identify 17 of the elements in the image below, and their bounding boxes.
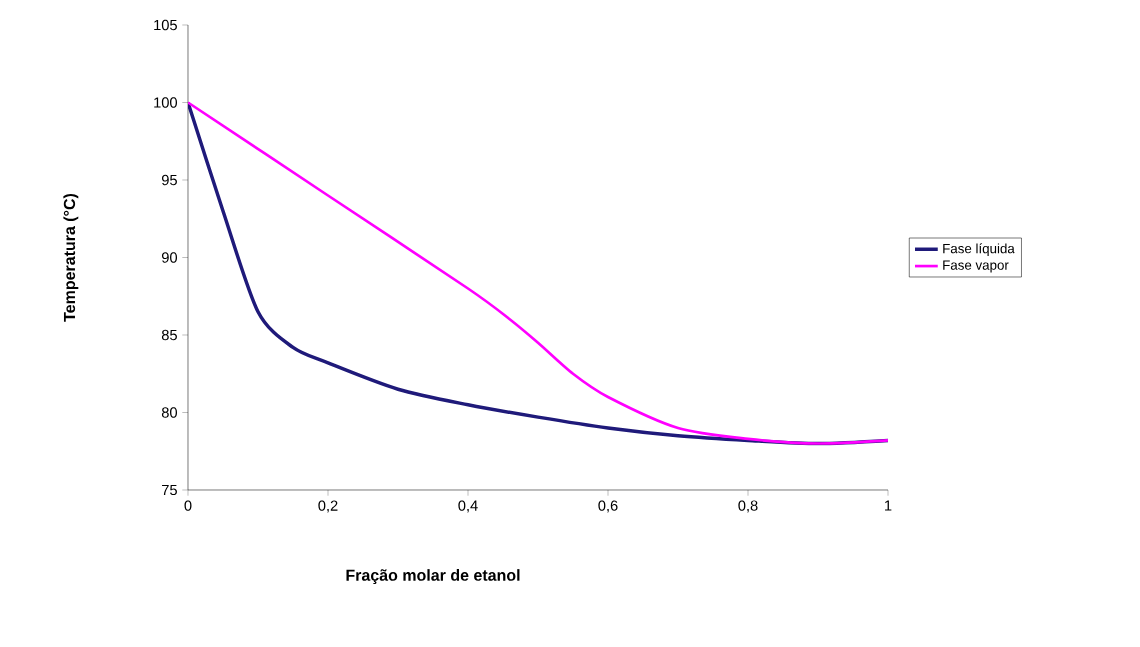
legend-label: Fase líquida bbox=[943, 243, 1015, 256]
x-tick-label: 0,6 bbox=[598, 500, 618, 513]
legend-label: Fase vapor bbox=[943, 260, 1009, 273]
y-tick-label: 100 bbox=[154, 97, 178, 108]
x-tick-label: 0,8 bbox=[738, 500, 758, 513]
x-tick-label: 0,2 bbox=[318, 500, 338, 513]
x-tick-label: 1 bbox=[885, 500, 892, 511]
y-tick-label: 90 bbox=[161, 252, 178, 263]
y-tick-label: 105 bbox=[154, 19, 177, 31]
y-tick-label: 85 bbox=[161, 329, 177, 341]
y-tick-label: 80 bbox=[161, 407, 178, 418]
y-axis-title: Temperatura (°C) bbox=[63, 193, 79, 322]
y-tick-label: 75 bbox=[162, 484, 177, 496]
x-tick-label: 0 bbox=[184, 500, 192, 511]
y-tick-label: 95 bbox=[161, 174, 177, 186]
x-axis-title: Fração molar de etanol bbox=[346, 569, 520, 585]
x-tick-label: 0,4 bbox=[458, 500, 478, 513]
